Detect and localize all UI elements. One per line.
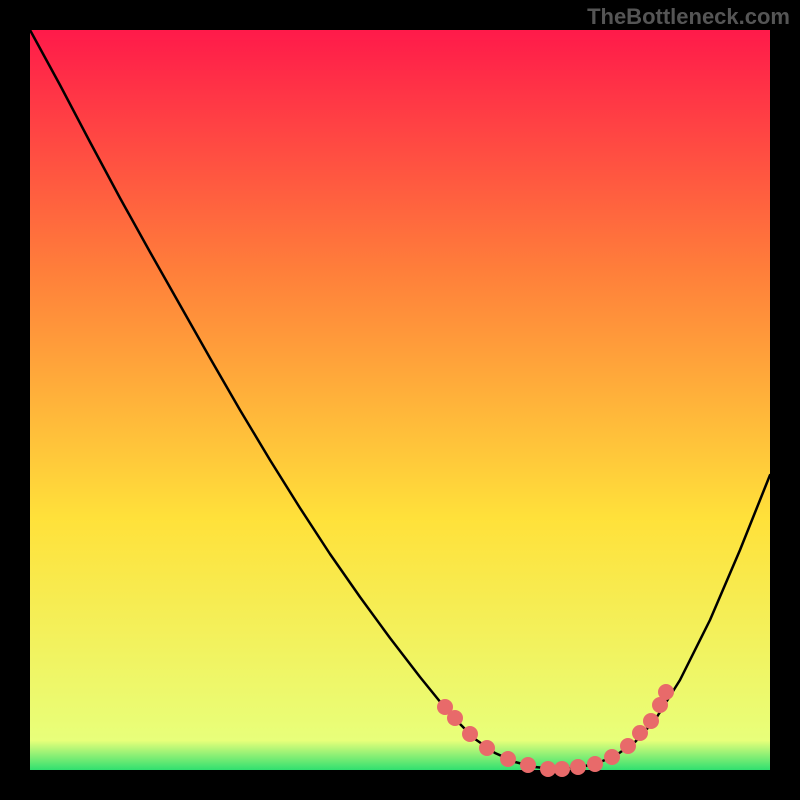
data-marker [620,738,636,754]
data-marker [479,740,495,756]
data-marker [658,684,674,700]
data-marker [604,749,620,765]
data-marker [540,761,556,777]
chart-frame: TheBottleneck.com [0,0,800,800]
data-marker [570,759,586,775]
data-marker [632,725,648,741]
data-marker [643,713,659,729]
bottleneck-curve [30,30,770,769]
data-marker [500,751,516,767]
chart-svg [0,0,800,800]
data-marker [520,757,536,773]
data-marker [554,761,570,777]
data-marker [587,756,603,772]
data-marker [462,726,478,742]
data-marker [447,710,463,726]
